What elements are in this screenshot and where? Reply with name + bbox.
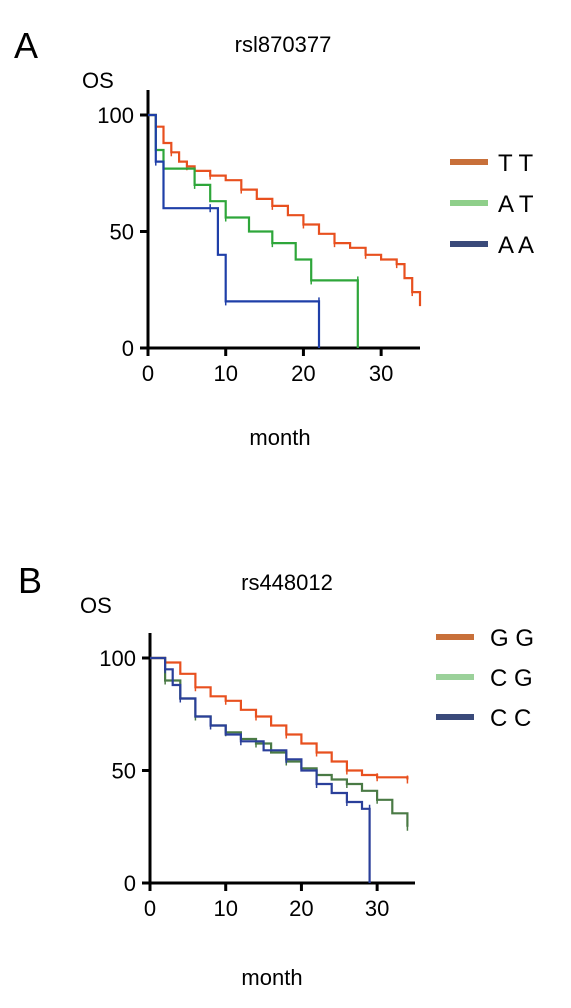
x-tick-label: 30 <box>365 896 389 921</box>
series-line-tt <box>148 113 422 307</box>
series-line-cg <box>150 656 409 827</box>
legend-label: A A <box>498 232 534 259</box>
legend-label: T T <box>498 150 533 177</box>
series-line-aa <box>148 113 321 348</box>
y-tick-label: 100 <box>97 103 134 128</box>
panel-letter: A <box>14 25 38 66</box>
x-tick-label: 0 <box>144 896 156 921</box>
legend-label: A T <box>498 191 534 218</box>
x-axis-label: month <box>249 425 310 450</box>
x-tick-label: 10 <box>213 361 237 386</box>
legend-label: G G <box>490 625 534 652</box>
x-tick-label: 20 <box>289 896 313 921</box>
y-tick-label: 0 <box>122 336 134 361</box>
y-axis-label: OS <box>82 68 114 93</box>
y-tick-label: 100 <box>99 646 136 671</box>
y-tick-label: 50 <box>110 220 134 245</box>
panel-letter: B <box>18 560 42 601</box>
x-tick-label: 0 <box>142 361 154 386</box>
x-axis-label: month <box>241 965 302 990</box>
y-axis-label: OS <box>80 593 112 618</box>
x-tick-label: 30 <box>369 361 393 386</box>
legend-label: C C <box>490 705 531 732</box>
chart-title: rs448012 <box>241 570 333 595</box>
y-tick-label: 0 <box>124 871 136 896</box>
legend-label: C G <box>490 665 533 692</box>
x-tick-label: 20 <box>291 361 315 386</box>
y-tick-label: 50 <box>112 759 136 784</box>
series-line-at <box>148 113 359 348</box>
chart-title: rsl870377 <box>235 32 332 57</box>
series-line-cc <box>150 656 371 883</box>
series-line-gg <box>150 656 409 780</box>
x-tick-label: 10 <box>213 896 237 921</box>
